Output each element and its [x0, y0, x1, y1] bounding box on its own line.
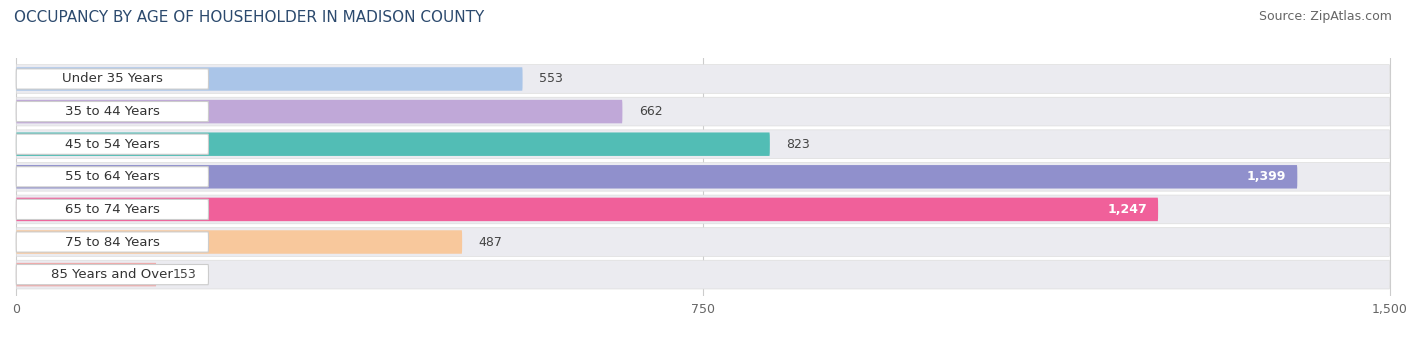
FancyBboxPatch shape	[17, 100, 623, 123]
FancyBboxPatch shape	[17, 134, 208, 154]
FancyBboxPatch shape	[17, 265, 208, 285]
Text: 487: 487	[478, 236, 502, 249]
Text: 75 to 84 Years: 75 to 84 Years	[65, 236, 160, 249]
FancyBboxPatch shape	[17, 195, 1389, 224]
Text: Under 35 Years: Under 35 Years	[62, 72, 163, 85]
Text: 45 to 54 Years: 45 to 54 Years	[65, 138, 160, 151]
Text: 553: 553	[538, 72, 562, 85]
FancyBboxPatch shape	[17, 97, 1389, 126]
FancyBboxPatch shape	[17, 69, 208, 89]
Text: OCCUPANCY BY AGE OF HOUSEHOLDER IN MADISON COUNTY: OCCUPANCY BY AGE OF HOUSEHOLDER IN MADIS…	[14, 10, 484, 25]
Text: 65 to 74 Years: 65 to 74 Years	[65, 203, 160, 216]
FancyBboxPatch shape	[17, 263, 156, 286]
Text: 85 Years and Over: 85 Years and Over	[52, 268, 173, 281]
Text: 35 to 44 Years: 35 to 44 Years	[65, 105, 160, 118]
FancyBboxPatch shape	[17, 228, 1389, 256]
FancyBboxPatch shape	[17, 165, 1298, 189]
FancyBboxPatch shape	[17, 232, 208, 252]
FancyBboxPatch shape	[17, 133, 770, 156]
FancyBboxPatch shape	[17, 199, 208, 220]
Text: 55 to 64 Years: 55 to 64 Years	[65, 170, 160, 183]
Text: 662: 662	[638, 105, 662, 118]
Text: 1,247: 1,247	[1108, 203, 1147, 216]
FancyBboxPatch shape	[17, 67, 523, 91]
Text: 823: 823	[786, 138, 810, 151]
FancyBboxPatch shape	[17, 130, 1389, 158]
FancyBboxPatch shape	[17, 260, 1389, 289]
FancyBboxPatch shape	[17, 167, 208, 187]
Text: Source: ZipAtlas.com: Source: ZipAtlas.com	[1258, 10, 1392, 23]
FancyBboxPatch shape	[17, 65, 1389, 94]
FancyBboxPatch shape	[17, 101, 208, 122]
FancyBboxPatch shape	[17, 163, 1389, 191]
FancyBboxPatch shape	[17, 198, 1159, 221]
Text: 153: 153	[173, 268, 197, 281]
FancyBboxPatch shape	[17, 230, 463, 254]
Text: 1,399: 1,399	[1247, 170, 1286, 183]
